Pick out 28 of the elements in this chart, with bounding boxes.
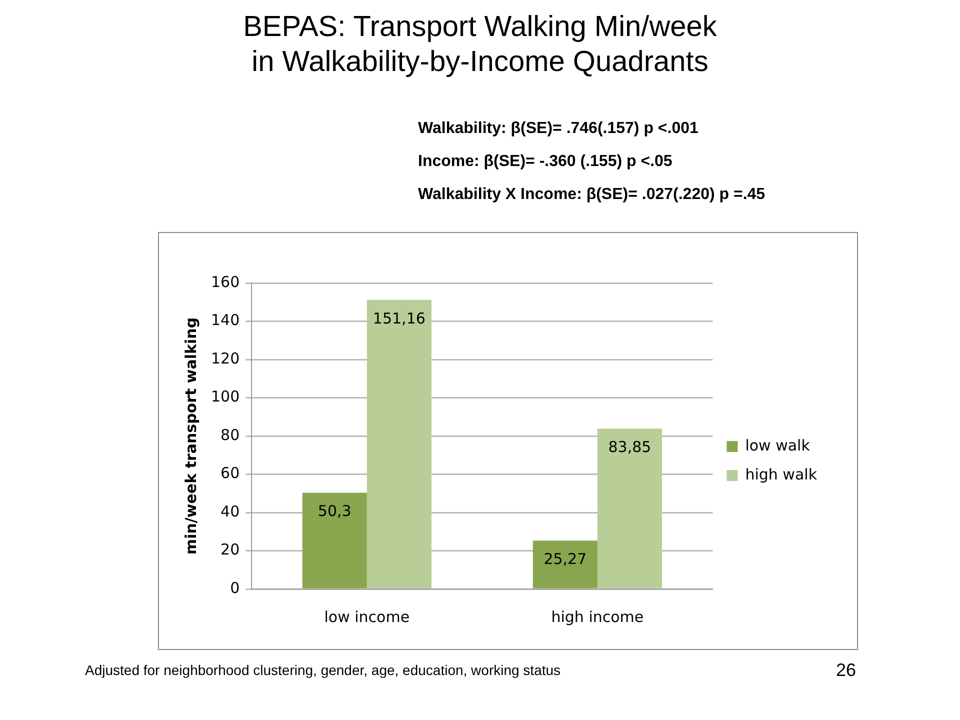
y-tick-label: 0 xyxy=(230,578,240,597)
y-tick-label: 60 xyxy=(220,464,240,482)
bar xyxy=(597,428,662,588)
y-tick-label: 80 xyxy=(220,426,240,444)
bar xyxy=(302,492,367,588)
y-tick-label: 120 xyxy=(210,349,240,368)
y-tick-label: 160 xyxy=(210,272,240,291)
y-tick-label: 20 xyxy=(220,540,240,559)
bar xyxy=(366,300,432,588)
x-tick-label: high income xyxy=(551,608,644,626)
data-label: 50,3 xyxy=(318,502,352,520)
text: Walkability X Income: β(SE)= .027(.220) p =.45 xyxy=(418,185,766,205)
y-tick-label: 140 xyxy=(210,311,240,330)
y-tick-label: 40 xyxy=(220,502,240,520)
legend-label: low walk xyxy=(745,436,810,454)
text: Adjusted for neighborhood clustering, gender, age, education, working status xyxy=(85,662,561,678)
data-label: 151,16 xyxy=(372,309,426,328)
bar xyxy=(532,540,598,588)
data-label: 83,85 xyxy=(608,438,652,456)
data-label: 25,27 xyxy=(544,550,587,568)
text: 26 xyxy=(836,660,856,681)
legend-label: high walk xyxy=(745,465,818,484)
y-tick-label: 100 xyxy=(210,388,240,406)
text: Income: β(SE)= -.360 (.155) p <.05 xyxy=(418,152,674,172)
text: Walkability: β(SE)= .746(.157) p <.001 xyxy=(418,119,700,139)
x-tick-label: low income xyxy=(324,608,410,626)
chart-title: BEPAS: Transport Walking Min/week in Walkability-by-Income Quadrants xyxy=(242,10,718,80)
y-axis-title: min/week transport walking xyxy=(182,317,200,555)
